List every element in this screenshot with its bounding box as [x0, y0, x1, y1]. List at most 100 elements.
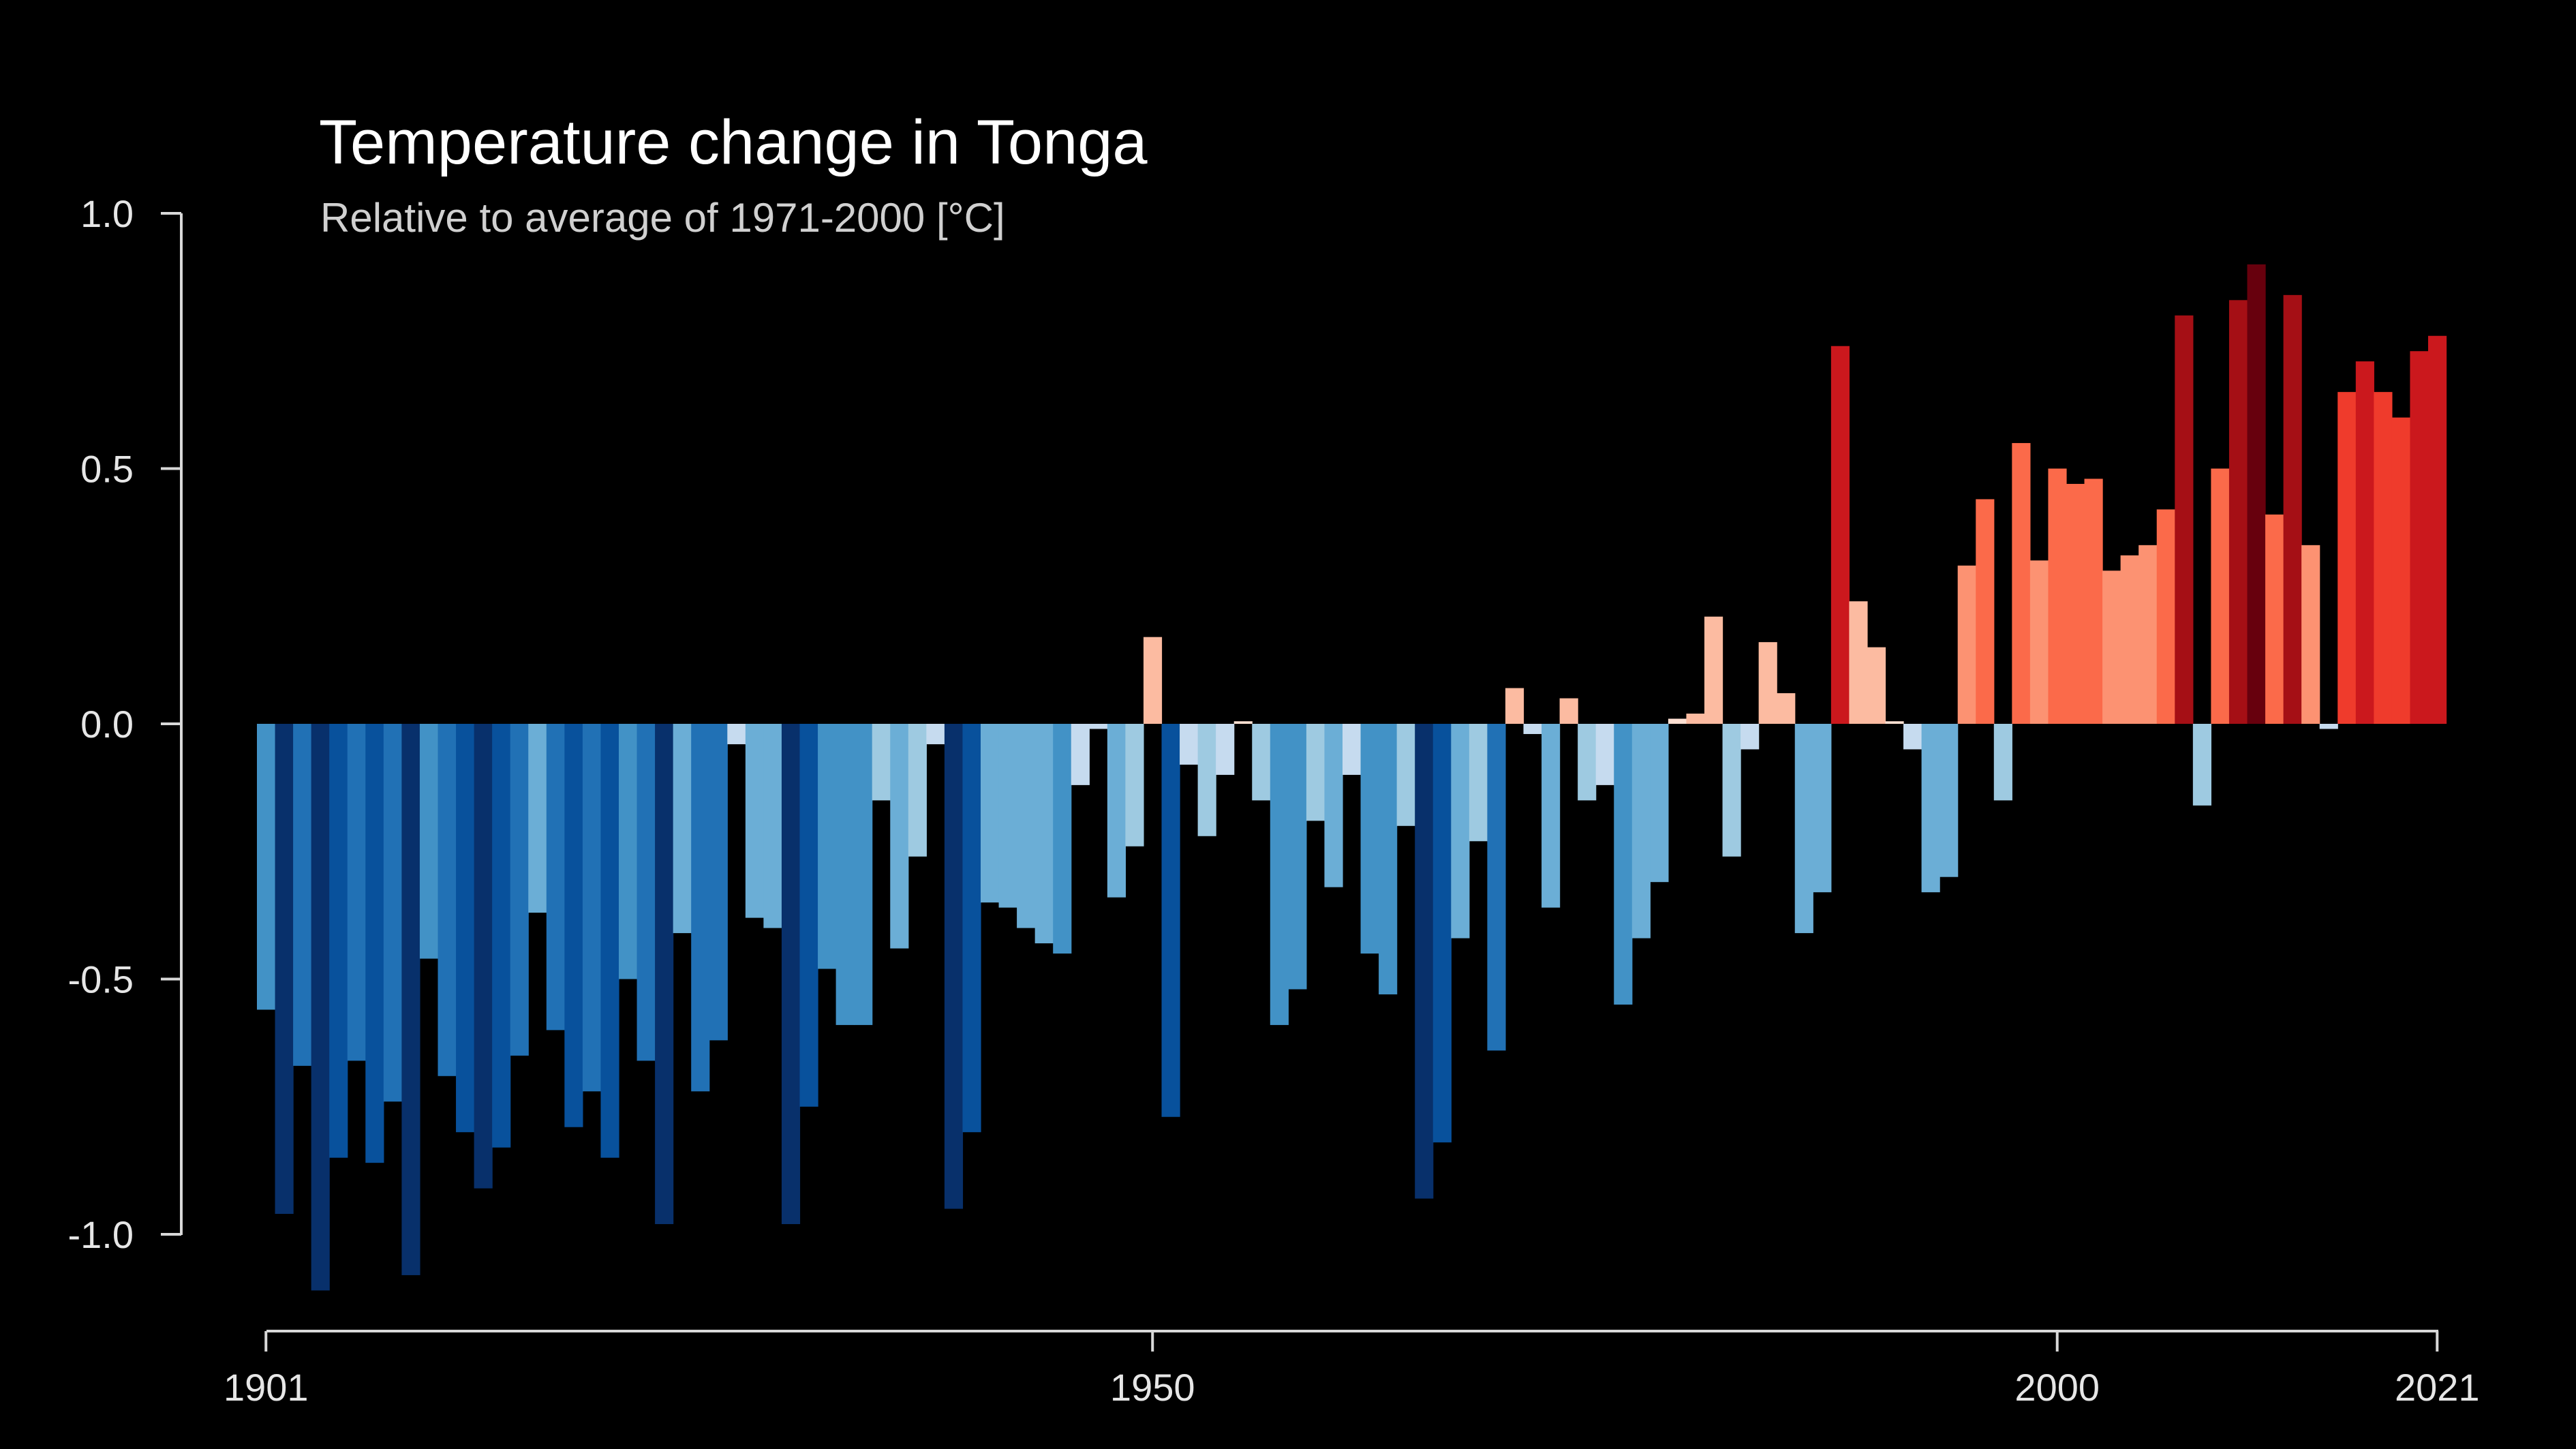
bar-1969: [1487, 724, 1506, 1051]
bar-1996: [1976, 499, 1995, 724]
bar-1947: [1089, 724, 1108, 729]
bar-1935: [872, 724, 891, 801]
bar-2010: [2228, 300, 2248, 724]
y-tick-label: -1.0: [68, 1213, 134, 1256]
bar-1939: [944, 724, 964, 1209]
bar-1987: [1813, 724, 1832, 893]
bar-2001: [2066, 483, 2085, 724]
bar-2000: [2048, 468, 2067, 724]
bar-1915: [510, 724, 529, 1056]
bar-1964: [1396, 724, 1415, 826]
bar-1968: [1469, 724, 1488, 842]
bar-1989: [1849, 601, 1868, 724]
bar-1957: [1270, 724, 1289, 1025]
bar-1931: [799, 724, 818, 1107]
bar-1928: [745, 724, 764, 918]
bar-1990: [1867, 647, 1886, 724]
bar-1993: [1921, 724, 1940, 893]
bar-1949: [1125, 724, 1144, 846]
bar-1918: [564, 724, 583, 1127]
bar-1905: [329, 724, 348, 1158]
x-tick-label: 2000: [2014, 1366, 2100, 1409]
bar-1936: [890, 724, 909, 949]
bar-1958: [1288, 724, 1307, 990]
bar-1975: [1595, 724, 1614, 785]
bar-1901: [257, 724, 276, 1010]
bar-2015: [2319, 724, 2338, 729]
bar-1979: [1668, 718, 1687, 724]
bar-2008: [2192, 724, 2211, 806]
bar-1943: [1017, 724, 1036, 928]
y-tick-label: 1.0: [80, 192, 134, 235]
bar-1978: [1650, 724, 1669, 883]
bar-1926: [709, 724, 728, 1041]
bar-2011: [2247, 264, 2266, 724]
bar-1972: [1542, 724, 1561, 908]
bar-1933: [835, 724, 855, 1025]
bar-1924: [673, 724, 692, 934]
bar-2019: [2391, 417, 2411, 724]
bar-2012: [2265, 514, 2284, 724]
bar-1934: [854, 724, 873, 1025]
bar-1948: [1107, 724, 1126, 898]
bar-1912: [456, 724, 475, 1133]
bar-1986: [1794, 724, 1813, 934]
bar-1930: [781, 724, 801, 1225]
bar-1981: [1704, 616, 1723, 724]
bar-1992: [1903, 724, 1922, 750]
bar-1916: [528, 724, 547, 913]
chart-subtitle: Relative to average of 1971-2000 [°C]: [320, 195, 1005, 241]
bar-1980: [1686, 714, 1705, 724]
y-tick-label: 0.0: [80, 703, 134, 746]
bar-1965: [1415, 724, 1434, 1199]
bar-1903: [293, 724, 312, 1066]
bar-1999: [2029, 560, 2049, 724]
bar-2016: [2337, 392, 2357, 724]
x-axis: 1901 1950 2000 2021: [224, 1330, 2480, 1409]
bar-1945: [1053, 724, 1072, 954]
bar-1952: [1180, 724, 1199, 765]
bar-1914: [492, 724, 511, 1148]
bar-1976: [1614, 724, 1633, 1005]
bar-1920: [600, 724, 619, 1158]
bar-1955: [1233, 721, 1253, 724]
bar-2002: [2084, 478, 2103, 724]
bar-1908: [383, 724, 402, 1102]
bar-1985: [1777, 693, 1796, 724]
bar-1921: [619, 724, 638, 979]
bar-1967: [1451, 724, 1470, 939]
bar-1938: [926, 724, 945, 744]
bar-1956: [1252, 724, 1271, 801]
bar-1906: [347, 724, 366, 1061]
bar-1942: [998, 724, 1017, 908]
bar-1937: [908, 724, 927, 857]
bar-1977: [1631, 724, 1651, 939]
bar-2014: [2301, 545, 2320, 724]
bar-1984: [1758, 642, 1777, 724]
bar-1959: [1306, 724, 1325, 821]
bar-1974: [1578, 724, 1597, 801]
bar-1971: [1523, 724, 1542, 734]
bar-1902: [275, 724, 294, 1215]
bar-2017: [2355, 361, 2374, 724]
bar-1904: [311, 724, 330, 1291]
bar-1913: [474, 724, 493, 1189]
bar-2006: [2156, 509, 2175, 724]
chart-title: Temperature change in Tonga: [319, 108, 1148, 177]
bar-1995: [1957, 565, 1976, 724]
bar-1910: [419, 724, 439, 959]
bar-2007: [2175, 315, 2194, 724]
y-tick-label: 0.5: [80, 448, 134, 491]
x-tick-label: 2021: [2395, 1366, 2480, 1409]
bar-1927: [727, 724, 746, 744]
bar-1922: [637, 724, 656, 1061]
bar-2003: [2102, 570, 2121, 724]
bar-2018: [2374, 392, 2393, 724]
bar-1962: [1360, 724, 1379, 954]
bar-1923: [655, 724, 674, 1225]
bar-1925: [691, 724, 710, 1092]
bar-1954: [1216, 724, 1235, 775]
x-tick-label: 1950: [1110, 1366, 1195, 1409]
bar-1951: [1161, 724, 1180, 1117]
bar-1961: [1343, 724, 1362, 775]
